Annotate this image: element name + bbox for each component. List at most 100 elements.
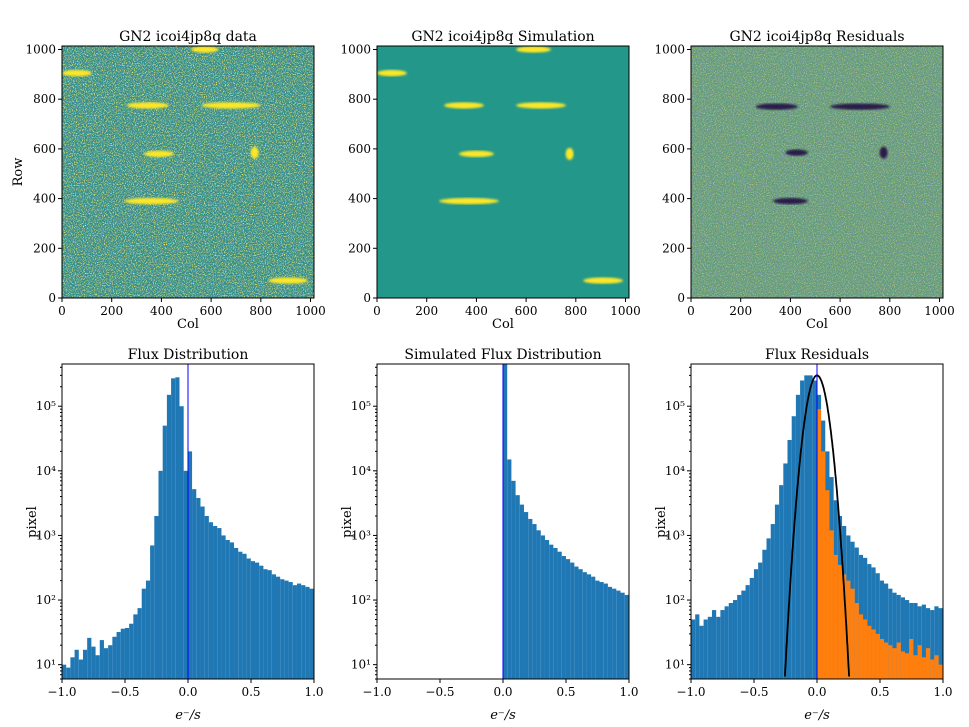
x-tick-label: −0.5 (425, 685, 454, 699)
hist-bar (762, 549, 767, 679)
y-tick-label: 800 (662, 92, 685, 106)
y-tick-label: 10⁴ (36, 464, 56, 478)
hist-panel-flux: −1.0 −0.5 0.0 0.5 1.0 10¹ 10² 10³ 10⁴ 10⁵ Flux Di… (25, 347, 324, 723)
hist-bar (536, 530, 541, 679)
y-tick-label: 600 (662, 142, 685, 156)
hist-bar (888, 645, 893, 679)
hist-bar (808, 375, 813, 679)
hist-bar (129, 623, 134, 679)
feature-streak (377, 69, 407, 77)
hist-bar (800, 380, 805, 679)
feature-blob (250, 146, 259, 159)
image-panel-simulation: GN2 icoi4jp8q Simulation Col 0 200 400 600 8… (340, 29, 640, 332)
x-tick-label: 1.0 (619, 685, 638, 699)
hist-bar (624, 594, 629, 679)
hist-bar (175, 377, 180, 679)
hist-bar (879, 638, 885, 679)
image-panel-data: GN2 icoi4jp8q data Col Row 0 200 400 600 800… (11, 29, 326, 332)
x-tick-label: −1.0 (676, 685, 705, 699)
hist-bar (934, 606, 939, 679)
hist-bar (82, 649, 88, 679)
image-ylabel-data: Row (11, 158, 26, 187)
hist-bar (553, 547, 558, 679)
hist-bar (213, 525, 218, 679)
hist-bar (544, 539, 550, 679)
y-tick-label: 10³ (665, 528, 685, 542)
x-tick-label: 0.5 (241, 685, 260, 699)
hist-bar (774, 504, 780, 679)
y-tick-label: 10² (351, 593, 371, 607)
hist-bar (229, 542, 235, 679)
hist-bar (192, 489, 197, 679)
y-tick-label: 0 (677, 291, 685, 305)
hist-bar (234, 547, 239, 679)
hist-bar (909, 638, 914, 679)
hist-bar (804, 375, 809, 679)
hist-bar (825, 490, 830, 679)
hist-bar (879, 580, 885, 679)
hist-bar (166, 394, 172, 679)
hist-ylabel-residuals: pixel (654, 506, 669, 538)
hist-bar (561, 556, 566, 679)
feature-streak (583, 277, 624, 284)
hist-bar (896, 642, 901, 679)
hist-bar (301, 585, 306, 679)
hist-bar (124, 627, 130, 679)
hist-bar (62, 664, 67, 679)
x-tick-label: −0.5 (110, 685, 139, 699)
hist-bar (758, 562, 763, 679)
hist-bar (141, 588, 146, 679)
y-tick-label: 600 (33, 142, 56, 156)
hist-bar (200, 506, 205, 679)
hist-bar (816, 409, 822, 679)
hist-ylabel-simulated: pixel (340, 506, 355, 538)
hist-bar (863, 557, 868, 679)
hist-bar (250, 561, 256, 679)
hist-bar (850, 588, 855, 679)
hist-bar (854, 603, 859, 679)
x-tick-label: −1.0 (47, 685, 76, 699)
feature-streak (516, 46, 551, 53)
hist-bar (108, 645, 113, 679)
x-tick-label: −1.0 (362, 685, 391, 699)
hist-bar (120, 628, 125, 679)
hist-bar (158, 470, 163, 679)
hist-bar (603, 583, 608, 679)
hist-bar (162, 425, 167, 679)
hist-panel-residuals: −1.0 −0.5 0.0 0.5 1.0 10¹ 10² 10³ 10⁴ 10⁵ Flux Re… (654, 347, 953, 723)
hist-title-flux: Flux Distribution (128, 347, 249, 363)
hist-bar (179, 406, 184, 679)
feature-streak (126, 102, 169, 109)
hist-bar (766, 538, 771, 679)
hist-bar (728, 603, 733, 679)
y-tick-label: 10² (665, 593, 685, 607)
hist-bar (255, 562, 260, 679)
y-tick-label: 10³ (351, 528, 371, 542)
hist-bar (263, 569, 268, 679)
hist-bar (116, 632, 121, 679)
image-xlabel-simulation: Col (492, 317, 514, 332)
hist-bar (921, 657, 926, 679)
hist-bar (154, 515, 159, 679)
hist-bar (599, 582, 604, 679)
feature-streak (459, 150, 494, 158)
hist-bar (791, 416, 796, 679)
feature-streak (191, 46, 219, 53)
y-tick-label: 10¹ (36, 658, 56, 672)
hist-bar (821, 451, 826, 679)
hist-xlabel-simulated: e⁻/s (490, 708, 516, 723)
x-tick-label: 200 (100, 304, 123, 318)
image-title-residuals: GN2 icoi4jp8q Residuals (729, 29, 904, 45)
x-tick-label: 1.0 (933, 685, 952, 699)
hist-bar (586, 574, 592, 679)
hist-bar (309, 588, 314, 679)
hist-bar (578, 569, 583, 679)
y-tick-label: 1000 (654, 42, 685, 56)
hist-bar (503, 364, 508, 679)
feature-streak (773, 197, 808, 205)
image-title-simulation: GN2 icoi4jp8q Simulation (411, 29, 594, 45)
feature-streak (755, 103, 798, 110)
x-tick-label: 800 (249, 304, 272, 318)
y-tick-label: 600 (348, 142, 371, 156)
